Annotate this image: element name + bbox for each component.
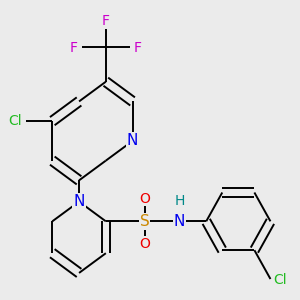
Text: O: O	[139, 192, 150, 206]
Text: O: O	[139, 237, 150, 251]
Text: S: S	[140, 214, 149, 229]
Text: Cl: Cl	[273, 273, 287, 286]
Text: F: F	[134, 41, 142, 55]
Text: H: H	[174, 194, 184, 208]
Text: N: N	[127, 134, 138, 148]
Text: F: F	[102, 14, 110, 28]
Text: N: N	[174, 214, 185, 229]
Text: Cl: Cl	[8, 114, 22, 128]
Text: N: N	[74, 194, 85, 209]
Text: F: F	[70, 41, 78, 55]
